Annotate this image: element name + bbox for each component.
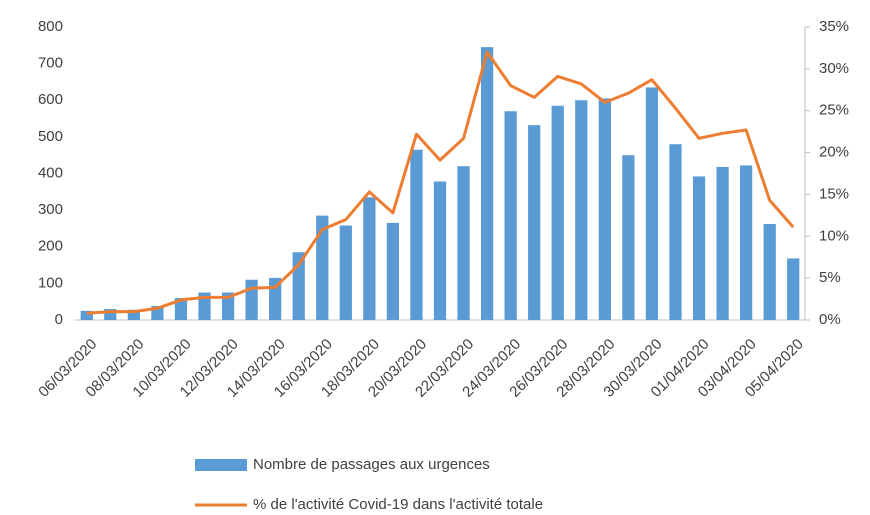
bar xyxy=(198,292,211,320)
bar xyxy=(316,215,329,320)
bar xyxy=(457,166,470,320)
bar xyxy=(528,125,541,320)
y-tick-label: 300 xyxy=(38,201,63,218)
bar xyxy=(433,181,447,320)
bar xyxy=(80,310,93,320)
y2-tick-label: 5% xyxy=(819,269,841,286)
bar xyxy=(480,47,494,321)
bar xyxy=(551,105,564,321)
bar xyxy=(127,309,140,320)
legend-label: Nombre de passages aux urgences xyxy=(253,456,490,473)
y-tick-label: 0 xyxy=(55,311,63,328)
bar xyxy=(669,144,682,320)
bar xyxy=(339,225,352,320)
y-tick-label: 600 xyxy=(38,91,63,108)
y-tick-label: 100 xyxy=(38,274,63,291)
legend-swatch xyxy=(195,459,247,471)
y-tick-label: 400 xyxy=(38,164,63,181)
bar xyxy=(174,298,188,320)
line xyxy=(86,50,795,315)
y-tick-label: 500 xyxy=(38,128,63,145)
bar xyxy=(763,224,776,320)
bar xyxy=(504,111,517,320)
bar xyxy=(787,258,800,320)
legend-label: % de l'activité Covid-19 dans l'activité… xyxy=(253,496,543,513)
bar xyxy=(245,279,258,320)
y2-tick-label: 35% xyxy=(819,18,849,35)
y-tick-label: 800 xyxy=(38,18,63,35)
bar xyxy=(575,100,588,320)
y2-tick-label: 30% xyxy=(819,60,849,77)
y-tick-label: 200 xyxy=(38,238,63,255)
y-tick-label: 700 xyxy=(38,55,63,72)
bar xyxy=(363,197,376,320)
bar xyxy=(716,166,729,320)
bar xyxy=(645,87,659,321)
y2-tick-label: 20% xyxy=(819,144,849,161)
y2-tick-label: 15% xyxy=(819,185,849,202)
bar xyxy=(410,149,423,320)
y2-tick-label: 0% xyxy=(819,311,841,328)
bar xyxy=(221,292,235,320)
y2-tick-label: 10% xyxy=(819,227,849,244)
bar xyxy=(104,309,117,320)
bar xyxy=(692,176,706,320)
bar xyxy=(386,222,400,320)
y2-tick-label: 25% xyxy=(819,102,849,119)
bar xyxy=(598,98,611,320)
bar xyxy=(622,155,635,320)
bar xyxy=(740,165,753,320)
